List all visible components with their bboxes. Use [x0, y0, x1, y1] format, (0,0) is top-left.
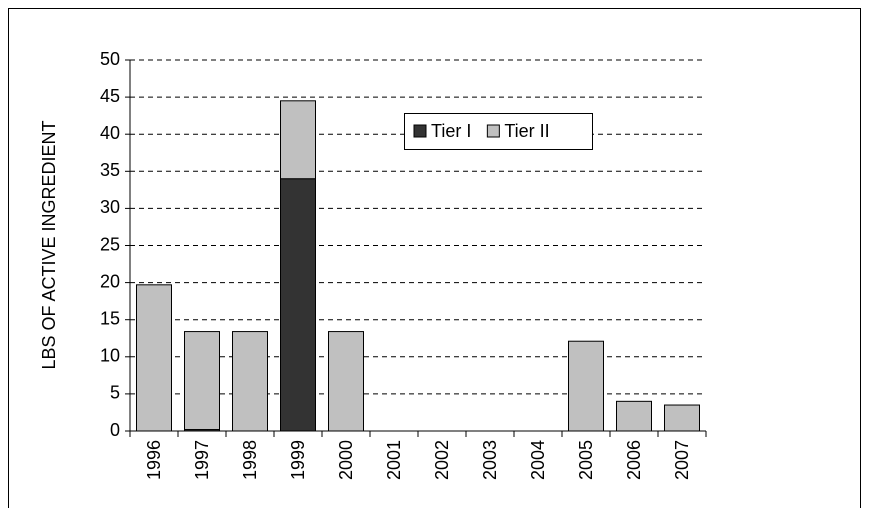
y-tick-label: 10	[100, 346, 120, 366]
x-tick-label: 2005	[576, 440, 596, 480]
x-tick-label: 1997	[192, 440, 212, 480]
y-tick-label: 20	[100, 271, 120, 291]
x-tick-label: 1996	[144, 440, 164, 480]
x-tick-label: 1998	[240, 440, 260, 480]
x-tick-label: 2007	[672, 440, 692, 480]
legend-label: Tier I	[431, 121, 471, 141]
bar-segment	[184, 331, 220, 431]
y-tick-label: 15	[100, 308, 120, 328]
x-tick-label: 1999	[288, 440, 308, 480]
x-tick-label: 2002	[432, 440, 452, 480]
x-tick-label: 2003	[480, 440, 500, 480]
legend-swatch	[413, 124, 427, 138]
y-tick-label: 50	[100, 49, 120, 69]
y-tick-label: 35	[100, 160, 120, 180]
legend-label: Tier II	[504, 121, 549, 141]
bar-segment	[616, 400, 652, 432]
bar-segment	[280, 178, 316, 432]
y-axis-label: LBS OF ACTIVE INGREDIENT	[39, 120, 59, 369]
bar-segment	[328, 331, 364, 432]
y-tick-label: 25	[100, 234, 120, 254]
y-tick-label: 30	[100, 197, 120, 217]
y-tick-label: 45	[100, 86, 120, 106]
x-tick-label: 2001	[384, 440, 404, 480]
bar-segment	[664, 404, 700, 432]
chart-frame	[8, 8, 861, 508]
x-tick-label: 2006	[624, 440, 644, 480]
x-tick-label: 2004	[528, 440, 548, 480]
y-tick-label: 0	[110, 420, 120, 440]
x-tick-label: 2000	[336, 440, 356, 480]
y-tick-label: 40	[100, 123, 120, 143]
bar-segment	[568, 340, 604, 432]
y-tick-label: 5	[110, 383, 120, 403]
legend-swatch	[486, 124, 500, 138]
bar-segment	[136, 284, 172, 432]
legend: Tier I Tier II	[404, 113, 593, 150]
bar-segment	[280, 100, 316, 180]
bar-segment	[232, 331, 268, 432]
